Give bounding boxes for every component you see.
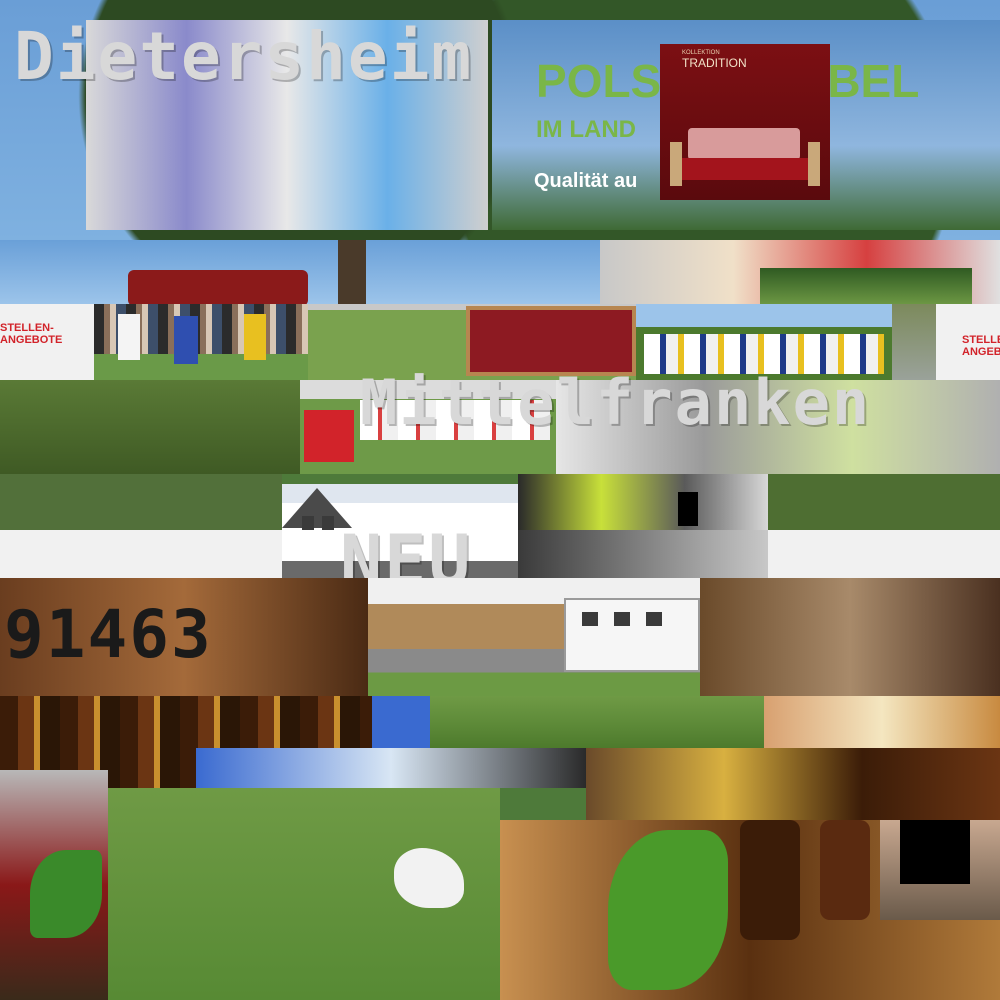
region-label: Mittelfranken [360, 366, 872, 439]
dark-grass-left [0, 380, 300, 474]
beer-glasses-right [764, 696, 1000, 748]
brewery-photo [0, 578, 368, 696]
sofa-on-grass [466, 306, 636, 376]
football-boot-icon [394, 848, 464, 908]
black-marker [678, 492, 698, 526]
code-label: 91463 [4, 596, 213, 673]
sofa-icon [670, 128, 820, 188]
white-house-photo [282, 484, 518, 580]
grass-strip-5b [768, 474, 1000, 530]
blue-strip [372, 696, 430, 748]
tree-trunk [338, 240, 366, 304]
dark-band-6 [518, 530, 768, 578]
field-closeup-7 [430, 696, 764, 748]
red-sofa-field [128, 270, 308, 306]
blurred-panel [556, 380, 1000, 474]
portrait-left [0, 770, 108, 1000]
grass-strip-5 [0, 474, 282, 530]
football-action-photo [94, 304, 308, 380]
white-band-6b [768, 530, 1000, 578]
redaction-block [900, 820, 970, 884]
blurred-photo [86, 20, 488, 230]
pub-interior [700, 578, 1000, 696]
collection-small: KOLLEKTION [682, 50, 720, 56]
collection-name: TRADITION [682, 56, 747, 70]
stellen-tag-left: STELLEN- ANGEBOTE [0, 322, 63, 346]
right-white-panel [936, 304, 1000, 380]
red-shirt [304, 410, 354, 462]
city-label: Dietersheim [14, 18, 474, 95]
stellen-tag-right: STELLEN ANGEBO [962, 334, 1000, 358]
beer-bottles-left [0, 696, 372, 748]
portrait-right [880, 820, 1000, 920]
flooded-road [892, 304, 936, 380]
sofa-collection-image: KOLLEKTION TRADITION [660, 44, 830, 200]
team-photo [636, 304, 892, 380]
ad-tagline: Qualität au [534, 170, 638, 192]
stadium-blur [196, 748, 586, 788]
beer-mug-photo [586, 748, 1000, 820]
hop-leaf-icon [30, 850, 102, 938]
team-with-shirt [300, 380, 556, 474]
white-band-6 [0, 530, 282, 578]
hop-branch-icon [608, 830, 728, 990]
distant-field [760, 268, 972, 306]
clubhouse-photo [368, 578, 700, 696]
blurred-player-5 [518, 474, 768, 530]
left-white-panel [0, 304, 94, 380]
ad-subline: IM LAND [536, 116, 636, 143]
